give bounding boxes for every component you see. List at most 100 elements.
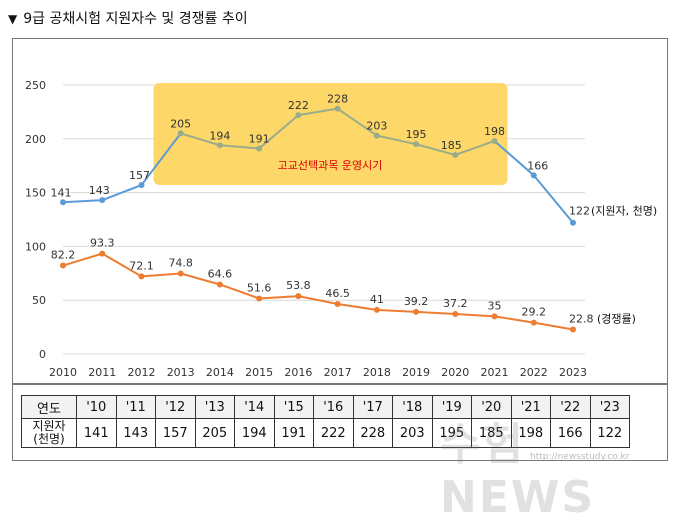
applicants-point [334,105,341,112]
table-cell-applicants: 195 [431,418,472,448]
y-tick-label: 200 [25,133,46,146]
watermark-logo: 수험NEWS [440,419,596,523]
competition-data-label: 74.8 [168,257,193,270]
x-tick-label: 2010 [49,366,77,379]
applicants-line-segment [258,114,300,150]
applicants-data-label: 203 [366,120,387,133]
competition-data-label: 41 [370,293,384,306]
applicants-line-segment [219,144,260,150]
table-cell-applicants: 191 [273,418,314,448]
line-chart: 0 50 100 150 200 250 2010 2011 2012 2013 2014 2015 2… [25,79,657,379]
applicants-point [60,199,66,206]
x-tick-label: 2023 [559,366,587,379]
competition-point [99,250,106,257]
table-cell-year: '22 [550,395,591,419]
y-tick-label: 50 [32,294,46,307]
competition-point [177,270,184,277]
competition-point [570,326,576,333]
applicants-line-segment [62,199,103,204]
table-cell-year: '21 [510,395,551,419]
competition-line-segment [494,315,534,324]
applicants-data-label: 205 [170,117,191,130]
table-header-applicants-line1: 지원자 [32,419,66,433]
competition-data-label: 35 [488,299,502,312]
competition-line-segment [101,252,142,278]
competition-point [413,308,420,315]
x-tick-label: 2021 [481,366,509,379]
applicants-data-label: 157 [129,169,150,182]
competition-line-segment [376,308,417,313]
table-cell-year: '18 [392,395,433,419]
x-tick-label: 2012 [127,366,155,379]
annotation-label: 고교선택과목 운영시기 [278,159,383,172]
table-header-applicants: 지원자 (천명) [21,418,77,448]
competition-data-label: 82.2 [51,249,76,262]
y-tick-label: 150 [25,187,46,200]
applicants-data-label: 166 [527,159,548,172]
applicants-line-segment [140,132,182,186]
applicants-line-segment [337,107,378,137]
applicants-line-segment [298,107,338,117]
competition-point [491,313,498,320]
competition-data-label: 53.8 [286,279,311,292]
table-row-applicants: 지원자 (천명) 141 143 157 205 194 191 222 228 203 195 1… [21,418,630,448]
applicants-line-segment [415,143,456,156]
competition-data-label: 22.8 [569,312,594,325]
y-tick-label: 250 [25,79,46,92]
applicants-point [216,142,223,149]
table-cell-applicants: 205 [194,418,235,448]
competition-line-segment [62,252,103,267]
competition-data-label: 39.2 [404,295,429,308]
table-cell-year: '13 [194,395,235,419]
competition-data-label: 72.1 [129,259,154,272]
table-row-years: 연도 '10'11'12'13'14'15'16'17'18'19'20'21 '… [21,395,630,419]
x-tick-label: 2015 [245,366,273,379]
table-cell-year: '19 [431,395,472,419]
competition-data-label: 51.6 [247,281,272,294]
table-cell-applicants: 185 [471,418,512,448]
x-tick-label: 2011 [88,366,116,379]
x-tick-label: 2016 [284,366,312,379]
x-tick-label: 2017 [324,366,352,379]
down-triangle-icon: ▼ [8,12,18,26]
table-cell-applicants: 203 [392,418,433,448]
table-cell-year: '23 [589,395,630,419]
competition-point [138,273,145,280]
x-tick-label: 2013 [167,366,195,379]
applicants-line-segment [493,140,535,177]
competition-line-segment [337,302,377,311]
applicants-point [256,145,263,152]
competition-point [216,281,223,288]
applicants-end-label: (지원자, 천명) [591,204,657,218]
competition-line-segment [141,272,181,278]
applicants-data-label: 195 [406,128,427,141]
applicants-point [373,132,380,139]
competition-data-label: 37.2 [443,297,468,310]
x-tick-label: 2019 [402,366,430,379]
x-tick-label: 2020 [441,366,469,379]
chart-frame: 0 50 100 150 200 250 2010 2011 2012 2013 2014 2015 2… [12,38,668,384]
applicants-point [138,182,145,189]
competition-line-segment [455,312,495,318]
applicants-point [177,130,184,137]
applicants-point [570,219,576,226]
x-tick-label: 2014 [206,366,234,379]
table-header-year: 연도 [21,395,77,419]
table-cell-applicants: 141 [76,418,117,448]
data-table-panel: 연도 '10'11'12'13'14'15'16'17'18'19'20'21 '… [12,384,668,461]
competition-line-segment [180,272,221,286]
applicants-data-label: 141 [51,186,72,199]
competition-point [530,319,537,326]
competition-point [373,306,380,313]
chart-title: ▼ 9급 공채시험 지원자수 및 경쟁률 추이 [8,8,248,28]
watermark-url: http://newsstudy.co.kr [530,452,630,462]
table-cell-year: '20 [471,395,512,419]
applicants-data-label: 143 [89,184,110,197]
table-cell-applicants: 194 [234,418,275,448]
competition-data-label: 64.6 [208,267,233,280]
x-tick-label: 2022 [520,366,548,379]
applicants-line-segment [101,184,142,202]
applicants-data-label: 185 [441,139,462,152]
applicants-point [530,172,537,179]
table-cell-applicants: 143 [115,418,156,448]
